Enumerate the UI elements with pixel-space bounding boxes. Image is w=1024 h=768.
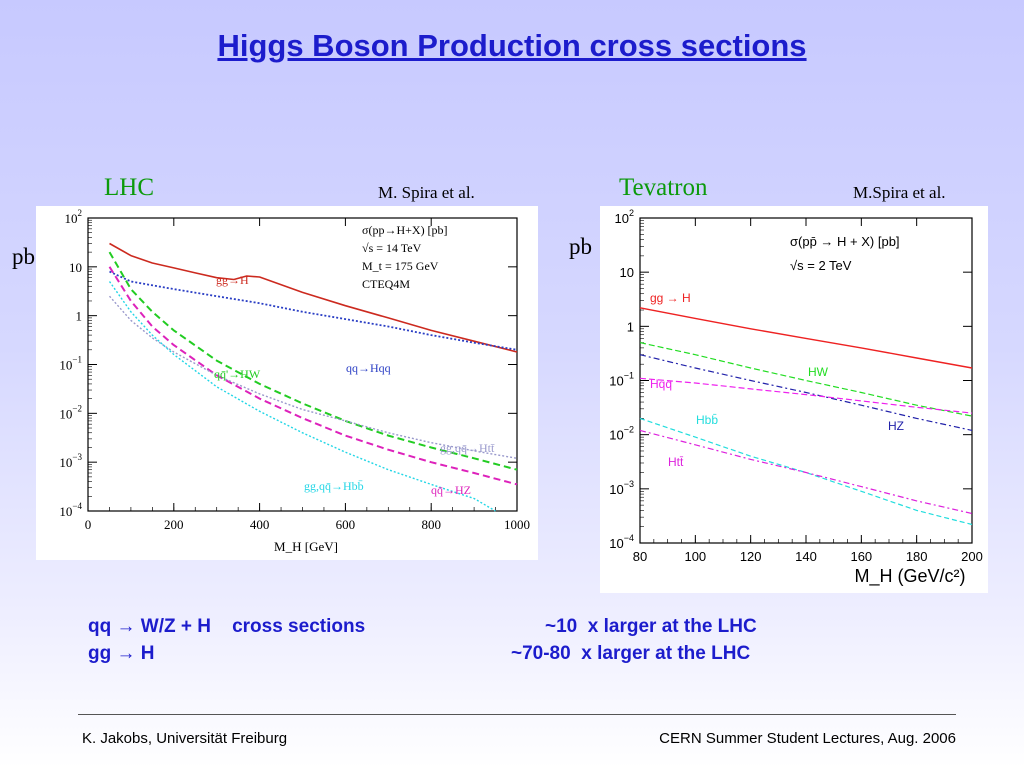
tev-series-line xyxy=(639,307,973,369)
lhc-label: LHC xyxy=(104,174,154,201)
tev-series-label: HZ xyxy=(888,419,904,433)
lhc-x-tick-label: 0 xyxy=(85,517,92,532)
lhc-x-tick-label: 1000 xyxy=(504,517,530,532)
lhc-series-label: gg,qq̄→Htt̄ xyxy=(440,441,495,455)
tev-x-tick-label: 200 xyxy=(961,549,983,564)
tev-series-line xyxy=(639,377,973,414)
tev-x-tick-label: 140 xyxy=(795,549,817,564)
lhc-x-tick-label: 200 xyxy=(164,517,184,532)
lhc-author: M. Spira et al. xyxy=(378,183,475,202)
tev-series-label: Hqq xyxy=(650,377,672,391)
tev-y-tick-label: 102 xyxy=(615,208,634,226)
lhc-y-unit: pb xyxy=(12,244,35,269)
lhc-y-tick-label: 10−4 xyxy=(59,501,82,519)
tev-series-line xyxy=(639,417,973,526)
lhc-series-line xyxy=(109,270,518,351)
footer-author: K. Jakobs, Universität Freiburg xyxy=(82,730,288,747)
lhc-y-tick-label: 10 xyxy=(69,260,82,275)
lhc-series-line xyxy=(108,251,518,471)
note-2-ratio: ~70-80 x larger at the LHC xyxy=(511,643,751,664)
lhc-x-tick-label: 600 xyxy=(336,517,356,532)
lhc-series-label: qq→Hqq xyxy=(346,361,391,375)
lhc-info-line: CTEQ4M xyxy=(362,277,410,291)
lhc-y-tick-label: 1 xyxy=(76,309,83,324)
lhc-y-tick-label: 10−1 xyxy=(59,355,82,373)
lhc-series-line xyxy=(109,242,518,353)
tevatron-cross-section-chart: 80 100 120 140 160 180 200 10−4 10−3 10−2 10−1 1 10 1… xyxy=(600,206,988,593)
tev-y-tick-label: 10 xyxy=(620,265,634,280)
tev-series-label: Hbb̄ xyxy=(696,413,718,427)
tev-series-line xyxy=(639,354,973,431)
lhc-series-line xyxy=(108,266,518,486)
tev-series-line xyxy=(639,429,973,515)
tev-y-tick-label: 10−1 xyxy=(609,371,634,389)
tev-series-label: HW xyxy=(808,365,829,379)
slide-title: Higgs Boson Production cross sections xyxy=(217,28,807,63)
lhc-series-label: qq̄→HZ xyxy=(431,483,471,497)
tev-x-tick-label: 120 xyxy=(740,549,762,564)
lhc-cross-section-chart: 0 200 400 600 800 100010−410−310−210−1110102 … xyxy=(36,206,538,560)
tev-info-line: √s = 2 TeV xyxy=(790,258,852,273)
tev-y-tick-label: 10−2 xyxy=(609,425,634,443)
tev-y-tick-label: 10−3 xyxy=(609,479,634,497)
tev-x-tick-label: 100 xyxy=(684,549,706,564)
lhc-series-line xyxy=(108,295,518,459)
tevatron-y-unit: pb xyxy=(569,234,592,259)
note-1-text: qq → W/Z + H cross sections xyxy=(88,616,366,637)
lhc-y-tick-label: 102 xyxy=(65,208,83,226)
tev-x-tick-label: 160 xyxy=(850,549,872,564)
tev-series-label: gg → H xyxy=(650,291,691,305)
footer-divider xyxy=(78,714,956,715)
lhc-series-label: gg→H xyxy=(216,273,249,287)
tev-series-label: Htt̄ xyxy=(668,455,684,469)
note-2-text: gg → H xyxy=(88,643,155,664)
lhc-x-tick-label: 400 xyxy=(250,517,270,532)
tevatron-author: M.Spira et al. xyxy=(853,183,946,202)
tevatron-label: Tevatron xyxy=(619,174,708,201)
tevatron-x-axis-label: M_H (GeV/c²) xyxy=(854,566,965,587)
lhc-series-label: qq̄'→HW xyxy=(214,367,261,381)
note-line-2: gg → H ~70-80 x larger at the LHC xyxy=(88,640,750,667)
lhc-info-line: M_t = 175 GeV xyxy=(362,259,439,273)
note-line-1: qq → W/Z + H cross sections ~10 x larger… xyxy=(88,613,757,640)
tev-y-tick-label: 1 xyxy=(627,319,634,334)
tev-y-tick-label: 10−4 xyxy=(609,533,634,551)
tev-x-tick-label: 80 xyxy=(633,549,647,564)
lhc-x-tick-label: 800 xyxy=(421,517,441,532)
tev-x-tick-label: 180 xyxy=(906,549,928,564)
lhc-series-line xyxy=(108,281,496,512)
footer-event: CERN Summer Student Lectures, Aug. 2006 xyxy=(659,730,956,747)
lhc-y-tick-label: 10−2 xyxy=(59,403,82,421)
lhc-info-line: √s = 14 TeV xyxy=(362,241,422,255)
tev-info-line: σ(pp̄ → H + X) [pb] xyxy=(790,234,900,249)
note-1-ratio: ~10 x larger at the LHC xyxy=(545,616,757,637)
lhc-series-label: gg,qq̄→Hbb̄ xyxy=(304,479,364,493)
lhc-info-line: σ(pp→H+X) [pb] xyxy=(362,223,448,237)
lhc-x-axis-label: M_H [GeV] xyxy=(274,539,338,554)
tev-series-line xyxy=(639,342,973,417)
lhc-y-tick-label: 10−3 xyxy=(59,452,82,470)
comparison-notes: qq → W/Z + H cross sections ~10 x larger… xyxy=(88,613,757,667)
